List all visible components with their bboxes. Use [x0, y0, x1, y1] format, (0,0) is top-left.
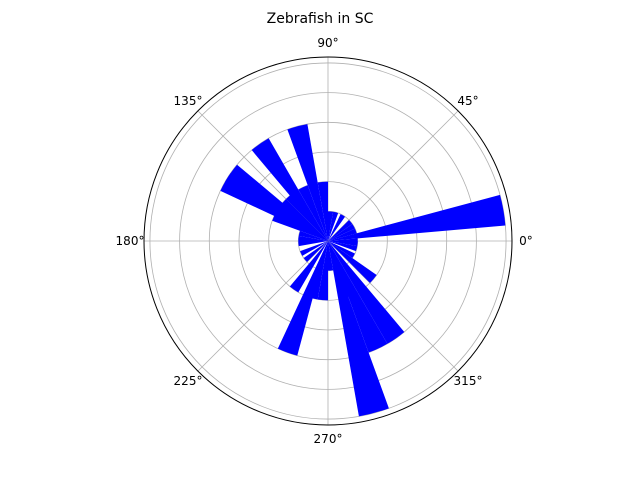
bar-30	[328, 241, 405, 344]
bar-6	[328, 211, 339, 241]
bar-25	[317, 241, 328, 301]
bar-2	[328, 228, 357, 241]
bar-17	[298, 230, 328, 241]
theta-tick-label-90: 90°	[317, 36, 338, 50]
bar-10	[298, 185, 328, 241]
theta-tick-label-225: 225°	[174, 374, 203, 388]
bar-5	[328, 214, 346, 241]
theta-tick-label-45: 45°	[457, 94, 478, 108]
bar-24	[307, 241, 328, 300]
bar-23	[277, 241, 328, 356]
chart-title: Zebrafish in SC	[267, 11, 374, 27]
bar-13	[279, 199, 328, 241]
angular-gridline-225	[197, 240, 329, 372]
bar-12	[286, 192, 328, 241]
theta-tick-label-0: 0°	[519, 234, 533, 248]
polar-frame	[143, 56, 513, 426]
angular-gridline-45	[327, 110, 459, 242]
bar-16	[272, 211, 328, 241]
theta-tick-label-180: 180°	[116, 234, 145, 248]
bar-32	[328, 241, 355, 259]
bar-1	[328, 194, 506, 241]
bar-22	[289, 241, 328, 293]
bar-4	[328, 220, 353, 241]
bar-14	[225, 164, 328, 241]
theta-tick-label-135: 135°	[174, 94, 203, 108]
bar-18	[298, 235, 328, 241]
theta-tick-label-315: 315°	[454, 374, 483, 388]
bar-8	[317, 181, 328, 241]
bar-34	[328, 241, 358, 247]
bar-29	[328, 241, 388, 353]
theta-tick-label-270: 270°	[314, 432, 343, 446]
bar-31	[328, 241, 377, 283]
bar-20	[300, 241, 328, 256]
bar-21	[303, 241, 328, 262]
bar-15	[220, 172, 328, 241]
bar-33	[328, 241, 358, 252]
theta-tick-labels: 0° 45° 90° 135° 180° 225° 270° 315°	[116, 36, 533, 446]
bar-7	[328, 211, 334, 241]
bar-3	[328, 223, 355, 241]
bars	[220, 124, 506, 417]
bar-26	[328, 241, 334, 271]
bar-9	[287, 124, 328, 241]
bar-19	[298, 241, 328, 247]
